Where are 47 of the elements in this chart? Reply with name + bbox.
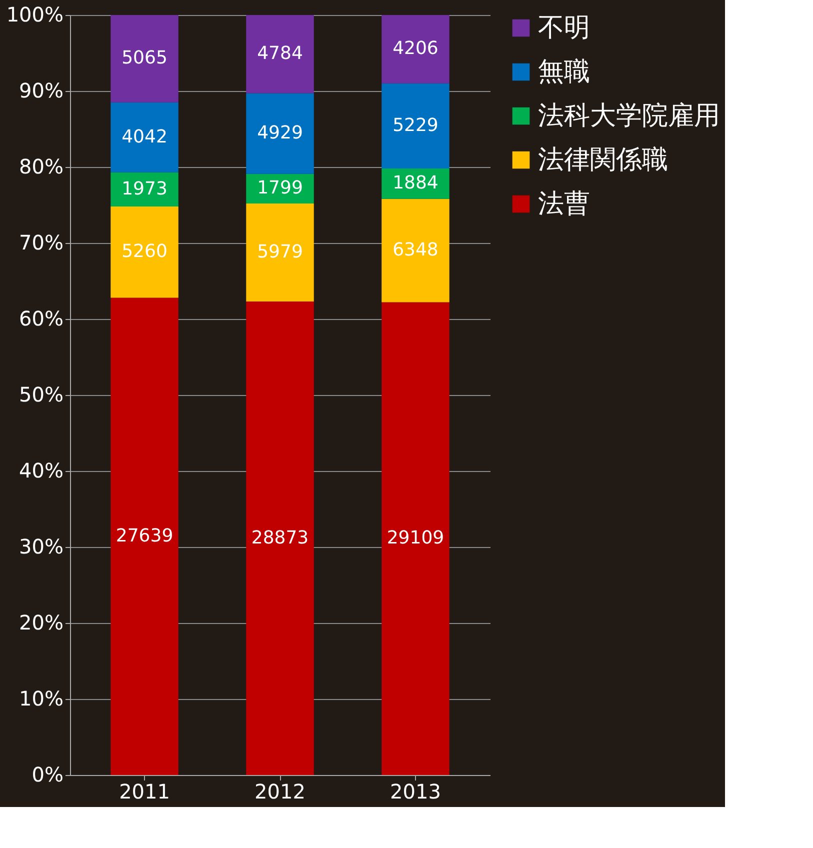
bar bbox=[110, 172, 178, 207]
legend-label: 法曹 bbox=[538, 189, 590, 219]
bar bbox=[246, 203, 314, 302]
annotation: 4929 bbox=[257, 122, 303, 144]
bar bbox=[110, 102, 178, 172]
annotation: 4042 bbox=[122, 126, 168, 148]
annotation: 5065 bbox=[122, 48, 168, 69]
annotation: 1973 bbox=[122, 178, 168, 200]
annotation: 4784 bbox=[257, 43, 303, 64]
y-tick-label: 60% bbox=[19, 306, 64, 330]
bar bbox=[246, 302, 314, 775]
legend-label: 法律関係職 bbox=[538, 145, 668, 175]
y-tick-label: 10% bbox=[19, 686, 64, 710]
y-tick-label: 0% bbox=[32, 762, 64, 786]
x-tick-label: 2011 bbox=[119, 780, 170, 804]
bar bbox=[246, 15, 314, 94]
legend-label: 無職 bbox=[538, 57, 590, 87]
annotation: 28873 bbox=[251, 527, 309, 548]
bar bbox=[110, 206, 178, 298]
annotation: 4206 bbox=[392, 38, 438, 60]
y-tick-label: 100% bbox=[6, 2, 64, 26]
bar bbox=[382, 83, 450, 169]
annotation: 27639 bbox=[116, 525, 174, 546]
bar bbox=[382, 302, 450, 775]
y-tick-label: 50% bbox=[19, 382, 64, 406]
y-tick-label: 20% bbox=[19, 610, 64, 634]
y-tick-label: 90% bbox=[19, 78, 64, 102]
bar bbox=[382, 198, 450, 302]
annotation: 5260 bbox=[122, 241, 168, 262]
annotation: 5979 bbox=[257, 242, 303, 262]
y-tick-label: 30% bbox=[19, 534, 64, 558]
annotation: 29109 bbox=[386, 528, 444, 549]
y-tick-label: 80% bbox=[19, 154, 64, 178]
y-tick-label: 40% bbox=[19, 458, 64, 482]
annotation: 1799 bbox=[257, 178, 303, 199]
bar bbox=[382, 15, 450, 84]
x-tick-label: 2013 bbox=[390, 780, 441, 804]
bar bbox=[246, 93, 314, 174]
bar bbox=[110, 298, 178, 775]
annotation: 1884 bbox=[392, 172, 438, 194]
x-tick-label: 2012 bbox=[254, 780, 306, 804]
legend-label: 不明 bbox=[538, 13, 590, 43]
bar bbox=[110, 15, 178, 102]
annotation: 5229 bbox=[392, 114, 438, 136]
y-tick-label: 70% bbox=[19, 230, 64, 254]
annotation: 6348 bbox=[392, 240, 438, 261]
legend-label: 法科大学院雇用 bbox=[538, 101, 720, 131]
